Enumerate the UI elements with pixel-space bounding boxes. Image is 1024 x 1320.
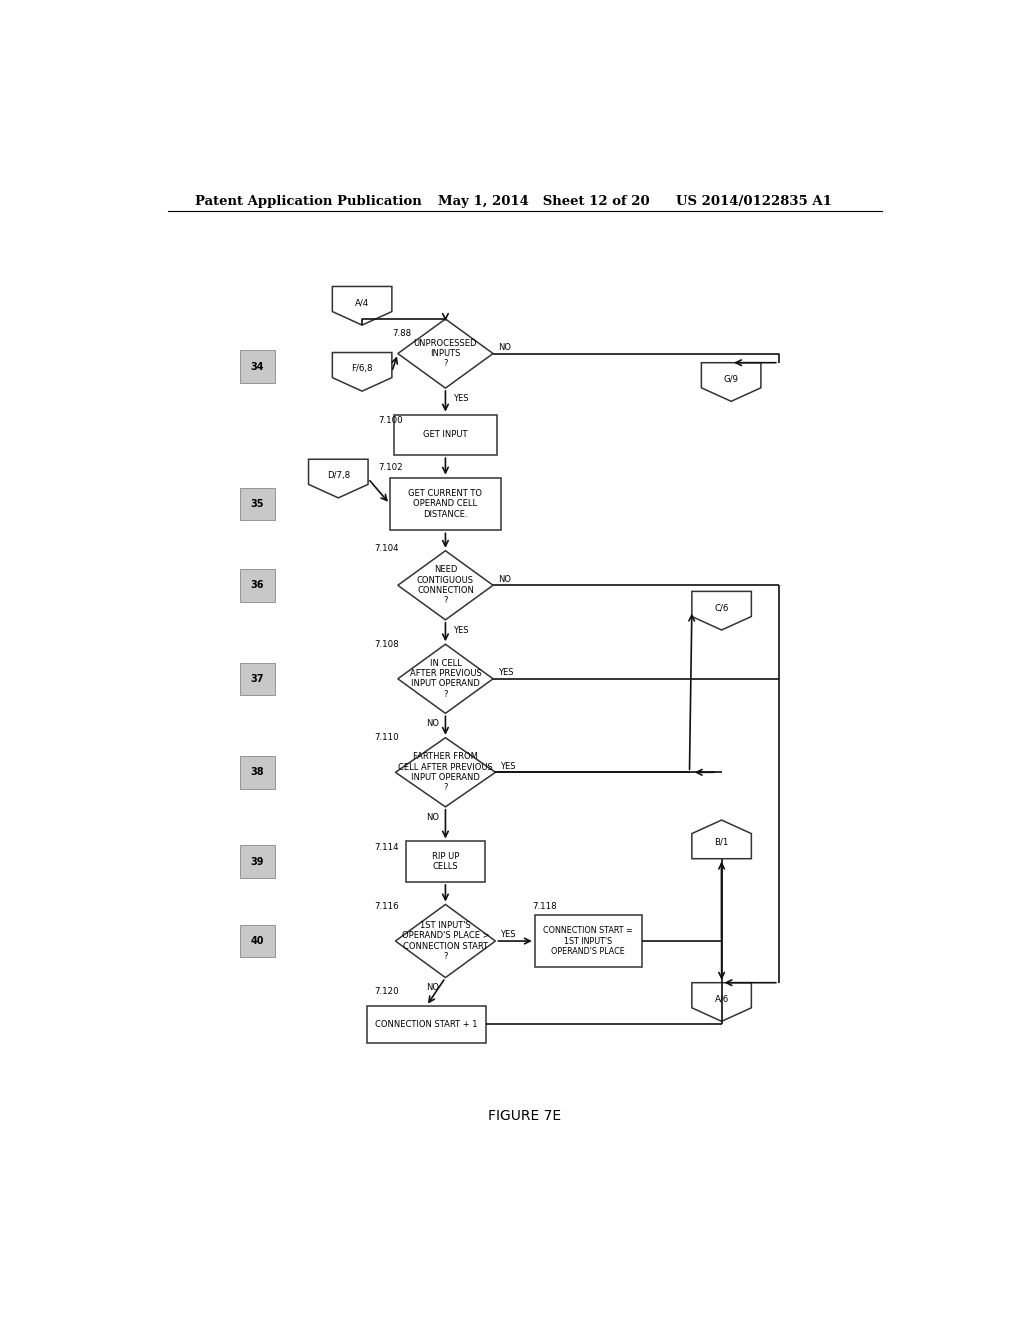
Text: A/6: A/6 [715,994,729,1003]
Bar [240,351,274,383]
Text: 35: 35 [251,499,264,510]
Text: YES: YES [454,626,469,635]
Text: US 2014/0122835 A1: US 2014/0122835 A1 [676,194,831,207]
Text: 7.88: 7.88 [392,329,412,338]
Bar [240,846,274,878]
Bar [240,663,274,696]
Text: NO: NO [426,983,439,993]
Text: CONNECTION START =
1ST INPUT'S
OPERAND'S PLACE: CONNECTION START = 1ST INPUT'S OPERAND'S… [544,927,633,956]
Text: 7.110: 7.110 [374,733,398,742]
Text: FARTHER FROM
CELL AFTER PREVIOUS
INPUT OPERAND
?: FARTHER FROM CELL AFTER PREVIOUS INPUT O… [398,752,493,792]
Text: YES: YES [454,393,469,403]
Text: NO: NO [498,343,511,352]
Text: 7.118: 7.118 [532,902,557,911]
Bar [367,1006,486,1043]
Text: NO: NO [426,813,439,821]
Text: 7.100: 7.100 [379,416,403,425]
Text: IN CELL
AFTER PREVIOUS
INPUT OPERAND
?: IN CELL AFTER PREVIOUS INPUT OPERAND ? [410,659,481,698]
Text: 1ST INPUT'S
OPERAND'S PLACE >
CONNECTION START
?: 1ST INPUT'S OPERAND'S PLACE > CONNECTION… [401,921,489,961]
Text: YES: YES [500,931,516,940]
Text: GET INPUT: GET INPUT [423,430,468,440]
Bar [240,569,274,602]
Text: FIGURE 7E: FIGURE 7E [488,1109,561,1123]
Text: 7.114: 7.114 [374,843,398,851]
Text: 39: 39 [251,857,264,867]
Text: C/6: C/6 [715,603,729,612]
Bar [240,487,274,520]
Text: 7.108: 7.108 [374,640,398,648]
Bar [535,915,642,968]
Text: CONNECTION START + 1: CONNECTION START + 1 [375,1020,477,1028]
Text: 34: 34 [251,362,264,372]
Bar [406,841,485,882]
Text: G/9: G/9 [724,375,738,384]
Text: 7.116: 7.116 [374,902,398,911]
Text: 7.104: 7.104 [374,544,398,553]
Text: NO: NO [426,719,439,729]
Text: D/7,8: D/7,8 [327,471,350,480]
Text: May 1, 2014   Sheet 12 of 20: May 1, 2014 Sheet 12 of 20 [437,194,649,207]
Text: 7.102: 7.102 [379,463,403,471]
Text: B/1: B/1 [715,838,729,847]
Text: NO: NO [498,574,511,583]
Bar [394,414,497,455]
Text: YES: YES [500,762,516,771]
Text: 38: 38 [251,767,264,777]
Text: 40: 40 [251,936,264,946]
Text: 7.120: 7.120 [374,987,398,997]
Bar [240,756,274,788]
Bar [390,478,501,531]
Text: RIP UP
CELLS: RIP UP CELLS [432,851,459,871]
Text: UNPROCESSED
INPUTS
?: UNPROCESSED INPUTS ? [414,339,477,368]
Text: 37: 37 [251,673,264,684]
Text: NEED
CONTIGUOUS
CONNECTION
?: NEED CONTIGUOUS CONNECTION ? [417,565,474,606]
Bar [240,925,274,957]
Text: 36: 36 [251,581,264,590]
Text: F/6,8: F/6,8 [351,364,373,374]
Text: A/4: A/4 [355,298,370,308]
Text: Patent Application Publication: Patent Application Publication [196,194,422,207]
Text: YES: YES [498,668,513,677]
Text: GET CURRENT TO
OPERAND CELL
DISTANCE.: GET CURRENT TO OPERAND CELL DISTANCE. [409,490,482,519]
